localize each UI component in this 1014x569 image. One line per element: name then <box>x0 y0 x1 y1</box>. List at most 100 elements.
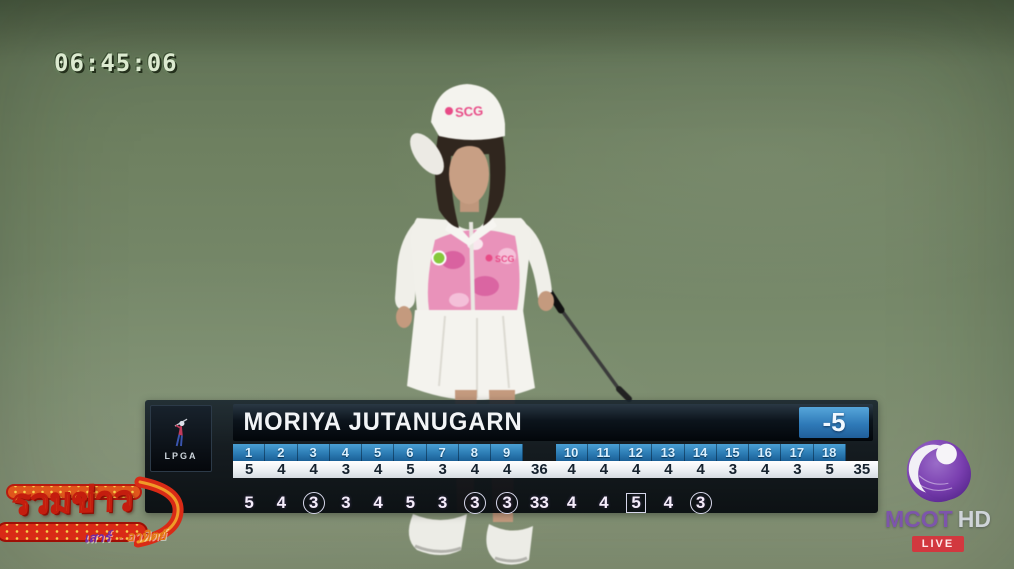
scorecard-panel: LPGA MORIYA JUTANUGARN -5 1 2 3 4 5 6 7 8 9 10 11 1… <box>145 400 878 514</box>
score-number: 3 <box>341 493 351 512</box>
hair <box>435 121 506 228</box>
hole-number-cell: 13 <box>652 444 685 461</box>
par-cell: 4 <box>620 461 653 478</box>
par-cell: 4 <box>555 461 588 478</box>
hole-number-cell: 3 <box>297 444 330 461</box>
score-number: 4 <box>276 493 287 512</box>
score-cell: 4 <box>652 486 684 520</box>
score-cell: 3 <box>491 486 523 520</box>
score-cell: 4 <box>588 486 620 520</box>
score-cell: 4 <box>265 486 297 520</box>
hair-fringe <box>449 140 491 156</box>
hole-number-cell: 2 <box>265 444 298 461</box>
hole-number-cell: 11 <box>587 444 620 461</box>
hole-number-cell: 16 <box>749 444 782 461</box>
score-cell <box>717 486 749 520</box>
program-logo: รวมข่าว เสาร์ - อาทิตย์ <box>0 462 206 562</box>
par-cell: 4 <box>265 461 298 478</box>
score-number: 4 <box>373 493 383 512</box>
score-cell: 5 <box>620 486 652 520</box>
par-total-cell: 35 <box>845 461 878 478</box>
par-cell: 4 <box>491 461 524 478</box>
program-logo-top-bar <box>6 484 142 500</box>
score-cell: 3 <box>298 486 330 520</box>
hole-number-cell: 8 <box>458 444 491 461</box>
face <box>449 144 489 204</box>
left-shoe <box>408 514 467 555</box>
birdie-circle: 3 <box>496 492 519 514</box>
score-cell: 4 <box>362 486 394 520</box>
par-cell: 5 <box>813 461 846 478</box>
birdie-circle: 3 <box>689 492 712 514</box>
channel-bug: MCOT HD LIVE <box>873 438 1003 552</box>
program-logo-swoosh <box>134 476 184 548</box>
hole-number-cell: 12 <box>620 444 653 461</box>
hole-gap-cell <box>523 444 555 461</box>
hole-number-cell: 4 <box>329 444 362 461</box>
player-name-bar: MORIYA JUTANUGARN -5 <box>233 404 873 441</box>
score-cell: 3 <box>459 486 491 520</box>
par-cell: 4 <box>587 461 620 478</box>
par-cell: 3 <box>426 461 459 478</box>
hole-number-cell: 10 <box>555 444 588 461</box>
hole-number-cell: 9 <box>491 444 524 461</box>
score-cell <box>749 486 781 520</box>
score-total-cell: 33 <box>523 486 555 520</box>
channel-name-main: MCOT <box>885 506 953 532</box>
hole-row: 1 2 3 4 5 6 7 8 9 10 11 12 13 14 15 16 17 18 <box>233 444 878 461</box>
score-cell: 3 <box>330 486 362 520</box>
right-hand <box>396 306 412 328</box>
score-cell: 5 <box>233 486 265 520</box>
par-row: 5 4 4 3 4 5 3 4 4 36 4 4 4 4 4 3 4 3 5 35 <box>233 461 878 478</box>
score-number: 4 <box>599 493 609 512</box>
par-cell: 5 <box>394 461 427 478</box>
bogey-box: 5 <box>626 493 647 513</box>
par-cell: 4 <box>749 461 782 478</box>
par-cell: 4 <box>684 461 717 478</box>
program-subtitle-right: - อาทิตย์ <box>118 527 167 545</box>
lpga-label: LPGA <box>164 451 198 461</box>
par-cell: 4 <box>297 461 330 478</box>
hole-number-cell: 18 <box>813 444 846 461</box>
score-cell: 4 <box>556 486 588 520</box>
total-score-badge: -5 <box>799 407 869 438</box>
par-cell: 3 <box>329 461 362 478</box>
scorecard-rows: 1 2 3 4 5 6 7 8 9 10 11 12 13 14 15 16 17 18 5 4 4 3 4 5 3 4 4 36 4… <box>233 444 878 520</box>
par-total-cell: 36 <box>523 461 556 478</box>
sponsor-badge-green <box>431 250 447 266</box>
score-number: 33 <box>529 493 549 512</box>
shirt-logo-text: SCG <box>495 254 515 264</box>
cap-logo-text: SCG <box>455 103 484 120</box>
score-row: 5 4 3 3 4 5 3 3 3 33 4 4 5 4 3 <box>233 486 878 520</box>
par-cell: 3 <box>781 461 814 478</box>
mcot-globe-icon <box>906 439 971 503</box>
birdie-circle: 3 <box>302 492 325 514</box>
par-cell: 3 <box>716 461 749 478</box>
program-title: รวมข่าว <box>11 479 135 523</box>
lpga-logo: LPGA <box>150 405 212 472</box>
cap-brim <box>410 133 444 175</box>
player-name: MORIYA JUTANUGARN <box>243 408 523 436</box>
score-cell: 3 <box>427 486 459 520</box>
score-cell: 3 <box>685 486 717 520</box>
serration-decoration <box>233 477 878 484</box>
score-cell: 5 <box>394 486 426 520</box>
program-subtitle: เสาร์ - อาทิตย์ <box>84 525 167 549</box>
hole-number-cell: 6 <box>394 444 427 461</box>
left-hand <box>538 291 554 311</box>
right-shoe <box>486 524 533 565</box>
cap <box>431 84 505 140</box>
hole-number-cell: 1 <box>233 444 266 461</box>
par-cell: 4 <box>652 461 685 478</box>
hole-number-cell: 17 <box>781 444 814 461</box>
program-logo-bottom-bar <box>0 522 148 542</box>
score-number: 4 <box>566 493 577 512</box>
putter-shaft <box>558 306 623 394</box>
score-cell <box>781 486 813 520</box>
score-number: 3 <box>437 493 448 512</box>
hole-number-cell: 15 <box>716 444 749 461</box>
hole-number-cell: 5 <box>362 444 395 461</box>
score-number: 4 <box>663 493 674 512</box>
putter-head <box>616 386 632 402</box>
